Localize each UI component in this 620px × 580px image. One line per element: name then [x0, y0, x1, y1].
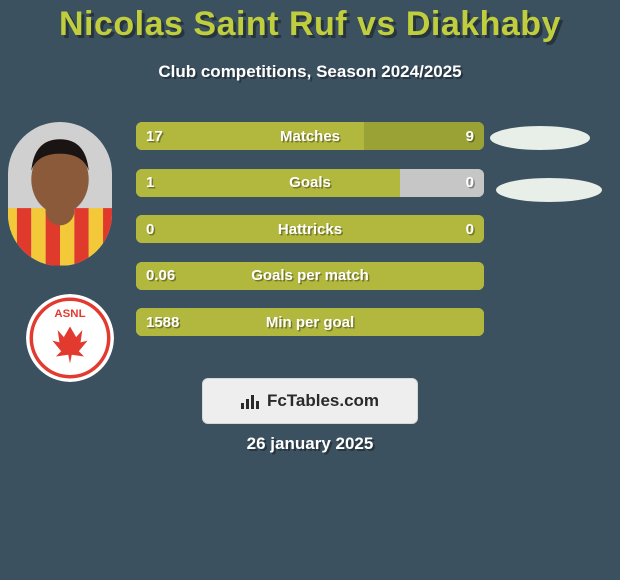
stat-label: Matches [136, 122, 484, 150]
player2-photo-placeholder [490, 126, 590, 150]
stat-label: Min per goal [136, 308, 484, 336]
stat-label: Goals per match [136, 262, 484, 290]
bar-chart-icon [241, 393, 261, 409]
page-title: Nicolas Saint Ruf vs Diakhaby [0, 0, 620, 43]
stat-row: 1588Min per goal [136, 308, 484, 336]
player1-avatar-svg [8, 122, 112, 266]
stat-row: 179Matches [136, 122, 484, 150]
stat-rows: 179Matches 10Goals 00Hattricks 0.06Goals pe… [136, 122, 484, 355]
club-badge-svg: ASNL [26, 294, 114, 382]
source-badge-text: FcTables.com [267, 391, 379, 411]
stat-label: Hattricks [136, 215, 484, 243]
player2-photo-placeholder [496, 178, 602, 202]
comparison-canvas: Nicolas Saint Ruf vs Diakhaby Club compe… [0, 0, 620, 580]
stat-row: 0.06Goals per match [136, 262, 484, 290]
stat-row: 10Goals [136, 169, 484, 197]
player2-club-badge: ASNL [26, 294, 114, 382]
svg-text:ASNL: ASNL [54, 308, 85, 320]
stat-row: 00Hattricks [136, 215, 484, 243]
footer-date: 26 january 2025 [0, 434, 620, 454]
stat-label: Goals [136, 169, 484, 197]
source-badge: FcTables.com [202, 378, 418, 424]
page-subtitle: Club competitions, Season 2024/2025 [0, 62, 620, 82]
player1-avatar [8, 122, 112, 266]
